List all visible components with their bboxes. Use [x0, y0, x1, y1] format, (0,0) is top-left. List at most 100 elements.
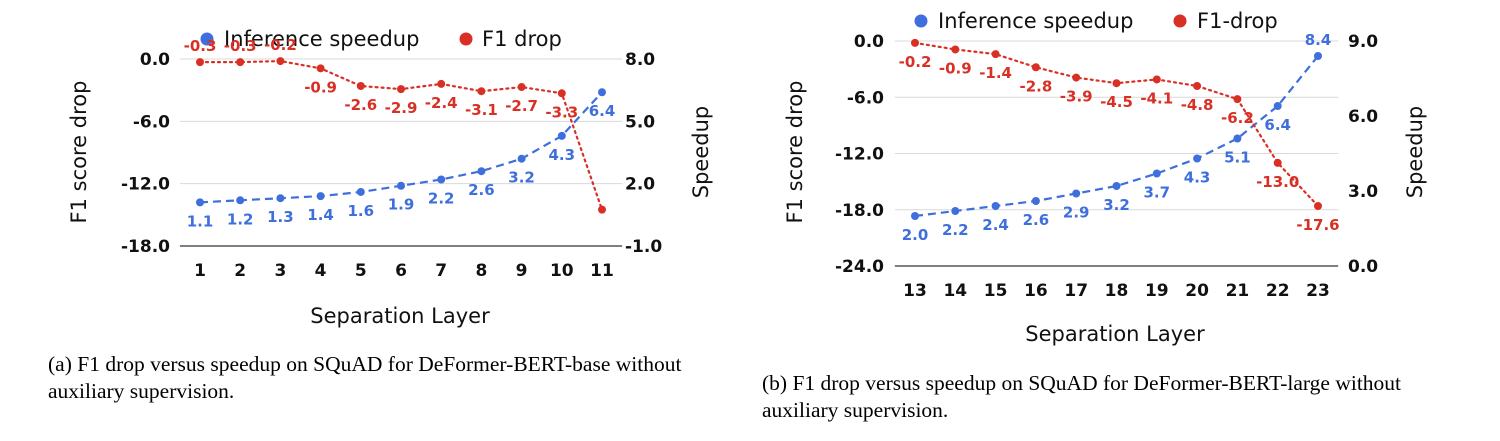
- chart-b-y-right-tick: 3.0: [1348, 182, 1378, 202]
- chart-b-speedup-label: 2.2: [942, 221, 969, 239]
- chart-a-f1-drop-label: -2.9: [385, 99, 418, 117]
- chart-a-f1-drop-point: [236, 58, 245, 67]
- chart-a-f1-drop-point: [356, 82, 365, 91]
- chart-a-y-left-tick: 0.0: [140, 50, 170, 70]
- chart-b-y-right-tick: 0.0: [1348, 257, 1378, 277]
- chart-b-x-tick: 21: [1226, 281, 1250, 301]
- chart-a-speedup-point: [557, 131, 566, 140]
- chart-a-f1-drop-point: [477, 87, 486, 96]
- chart-a-x-tick: 1: [194, 261, 206, 281]
- chart-b-y-left-tick: -6.0: [847, 88, 884, 108]
- chart-a-x-tick: 8: [475, 261, 487, 281]
- chart-a-legend-marker-speedup: [200, 32, 214, 46]
- chart-b-x-tick: 15: [984, 281, 1008, 301]
- chart-a-y-right-tick: 8.0: [625, 50, 655, 70]
- chart-a-x-tick: 6: [395, 261, 407, 281]
- chart-a-y-right-tick: -1.0: [625, 237, 662, 257]
- chart-a-f1-drop-label: -2.7: [505, 97, 538, 115]
- chart-a-x-tick: 2: [234, 261, 246, 281]
- chart-a-f1-drop-point: [517, 83, 526, 92]
- chart-b-speedup-point: [1314, 52, 1322, 60]
- chart-b-speedup-label: 6.4: [1264, 116, 1291, 134]
- chart-b-x-axis-title: Separation Layer: [1025, 322, 1205, 346]
- caption-a: (a) F1 drop versus speedup on SQuAD for …: [48, 352, 682, 403]
- chart-b-speedup-point: [1152, 169, 1161, 178]
- chart-b-y-left-tick: -24.0: [835, 257, 884, 277]
- chart-b-x-tick: 13: [903, 281, 927, 301]
- chart-b-f1-drop-point: [991, 50, 1000, 59]
- chart-b-x-tick: 23: [1306, 281, 1330, 301]
- chart-b-speedup-line: [914, 55, 1319, 218]
- chart-b-f1-drop-label: -0.2: [899, 53, 932, 71]
- chart-b-f1-drop-label: -6.2: [1221, 109, 1254, 127]
- chart-b-f1-drop-label: -4.8: [1181, 96, 1214, 114]
- chart-a-x-tick: 5: [355, 261, 367, 281]
- chart-a-x-tick: 7: [435, 261, 447, 281]
- chart-a-f1-drop-point: [557, 89, 566, 98]
- chart-a-y-right-tick: 2.0: [625, 175, 655, 195]
- chart-a-f1-drop-point: [598, 205, 606, 214]
- chart-a-f1-drop-label: -0.3: [224, 37, 257, 55]
- chart-b-f1-drop-point: [1233, 95, 1242, 104]
- chart-a-speedup-point: [316, 192, 325, 201]
- chart-a-f1-drop-label: -0.3: [184, 37, 217, 55]
- chart-b-legend-marker-speedup: [914, 14, 928, 28]
- chart-a-y-left-tick: -12.0: [121, 175, 170, 195]
- chart-b-x-tick: 16: [1024, 281, 1048, 301]
- chart-b-speedup-point: [1072, 189, 1081, 198]
- chart-a-x-tick: 10: [550, 261, 574, 281]
- chart-b-y-left-tick: -12.0: [835, 145, 884, 165]
- caption-b: (b) F1 drop versus speedup on SQuAD for …: [762, 371, 1402, 422]
- chart-b-y-right-tick: 9.0: [1348, 32, 1378, 52]
- chart-a-speedup-label: 1.9: [388, 196, 415, 214]
- chart-a-y-left-tick: -18.0: [121, 237, 170, 257]
- chart-b-speedup-label: 3.2: [1103, 196, 1130, 214]
- chart-b-legend-label-f1: F1-drop: [1197, 9, 1278, 33]
- chart-b-speedup-point: [991, 202, 1000, 210]
- chart-a-legend-label-speedup: Inference speedup: [224, 27, 419, 51]
- chart-b-f1-drop-label: -3.9: [1060, 88, 1093, 106]
- chart-a-speedup-point: [276, 194, 285, 203]
- chart-a-f1-drop-point: [316, 64, 325, 73]
- chart-a-speedup-point: [598, 88, 606, 97]
- chart-b-speedup-point: [1193, 154, 1202, 163]
- chart-a-f1-drop-point: [276, 57, 285, 66]
- chart-b-f1-drop-point: [1072, 73, 1081, 82]
- chart-a-y-right-tick: 5.0: [625, 112, 655, 132]
- chart-b-f1-drop-point: [1193, 82, 1202, 90]
- chart-b-y-left-tick: 0.0: [854, 32, 884, 52]
- chart-b-y-left-title: F1 score drop: [783, 81, 807, 224]
- chart-b-y-right-title: Speedup: [1403, 106, 1427, 198]
- chart-a-speedup-label: 1.3: [267, 208, 294, 226]
- chart-a-legend-label-f1: F1 drop: [482, 27, 562, 51]
- chart-a-speedup-label: 6.4: [589, 102, 616, 120]
- chart-a-speedup-point: [356, 187, 365, 196]
- chart-b-f1-drop-label: -2.8: [1019, 77, 1052, 95]
- chart-a-x-tick: 4: [315, 261, 327, 281]
- chart-b-y-right-tick: 6.0: [1348, 107, 1378, 127]
- chart-b-x-tick: 19: [1145, 281, 1169, 301]
- chart-a-x-tick: 11: [590, 261, 614, 281]
- chart-a-speedup-point: [517, 154, 526, 163]
- chart-b-speedup-label: 3.7: [1144, 184, 1171, 202]
- chart-a-speedup-label: 1.6: [348, 202, 375, 220]
- chart-b-f1-drop-label: -1.4: [979, 64, 1012, 82]
- chart-a-speedup-point: [477, 167, 486, 176]
- chart-a-f1-drop-label: -0.2: [264, 36, 297, 54]
- chart-b-x-tick: 20: [1185, 281, 1209, 301]
- chart-a-speedup-label: 1.4: [307, 206, 334, 224]
- chart-a-speedup-label: 2.2: [428, 190, 455, 208]
- chart-b-legend-label-speedup: Inference speedup: [938, 9, 1133, 33]
- chart-b-speedup-label: 2.0: [902, 226, 929, 244]
- chart-b-speedup-point: [1273, 102, 1282, 110]
- chart-b-f1-drop-point: [1273, 158, 1282, 167]
- chart-b-speedup-label: 8.4: [1305, 31, 1332, 49]
- chart-a-f1-drop-label: -2.6: [344, 96, 377, 114]
- chart-a-speedup-point: [196, 198, 204, 207]
- chart-a-legend-marker-f1: [459, 32, 473, 46]
- chart-a-y-left-title: F1 score drop: [67, 81, 91, 224]
- chart-b-x-tick: 17: [1064, 281, 1088, 301]
- chart-b-speedup-point: [1112, 182, 1121, 190]
- chart-b-f1-drop-label: -13.0: [1256, 173, 1299, 191]
